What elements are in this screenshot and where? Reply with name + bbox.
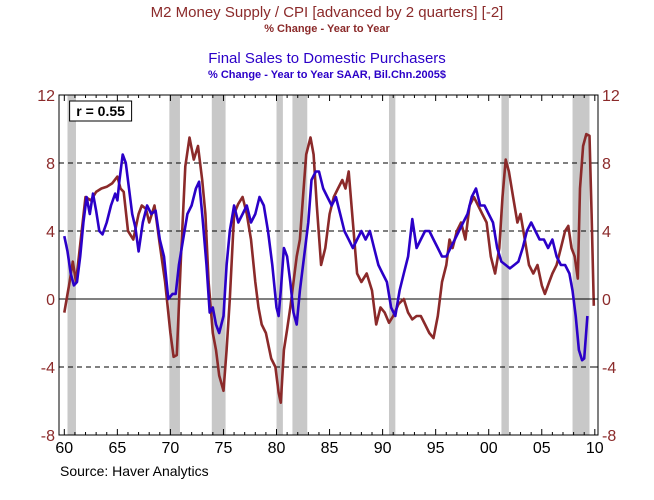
y-tick-label-left: 8 [46,156,55,173]
y-tick-label-right: 0 [602,292,611,309]
y-tick-label-left: -4 [41,360,55,377]
chart-title-1: % Change - Year to Year [264,23,390,35]
x-tick-label: 05 [533,440,551,457]
x-tick-label: 75 [215,440,233,457]
y-tick-label-right: -4 [602,360,616,377]
x-tick-label: 65 [108,440,126,457]
series-lines [63,132,596,404]
y-tick-label-right: 12 [602,88,620,105]
y-tick-label-left: 4 [46,224,55,241]
x-tick-label: 00 [480,440,498,457]
y-tick-label-right: -8 [602,428,616,445]
recession-band-5 [388,95,396,435]
x-tick-label: 90 [374,440,392,457]
chart-title-3: % Change - Year to Year SAAR, Bil.Chn.20… [208,69,446,81]
y-tick-label-right: 4 [602,224,611,241]
y-tick-label-left: 0 [46,292,55,309]
y-tick-label-right: 8 [602,156,611,173]
series-line-0 [63,132,596,404]
x-tick-label: 95 [427,440,445,457]
x-tick-label: 60 [55,440,73,457]
plot-frame [58,94,599,436]
x-tick-label: 70 [162,440,180,457]
chart-title-0: M2 Money Supply / CPI [advanced by 2 qua… [151,4,504,21]
x-tick-label: 85 [321,440,339,457]
x-tick-label: 10 [586,440,604,457]
chart-title-2: Final Sales to Domestic Purchasers [208,50,446,67]
recession-band-3 [276,95,283,435]
source-note: Source: Haver Analytics [60,463,209,479]
y-tick-label-left: 12 [37,88,55,105]
gridlines [59,162,598,368]
recession-band-1 [169,95,180,435]
x-tick-label: 80 [268,440,286,457]
annotation: r = 0.55 [69,100,133,122]
titles: M2 Money Supply / CPI [advanced by 2 qua… [151,4,504,81]
correlation-box [69,100,133,122]
recession-bands [67,95,590,435]
y-tick-label-left: -8 [41,428,55,445]
correlation-label: r = 0.55 [76,103,125,119]
series-line-1 [63,153,589,362]
